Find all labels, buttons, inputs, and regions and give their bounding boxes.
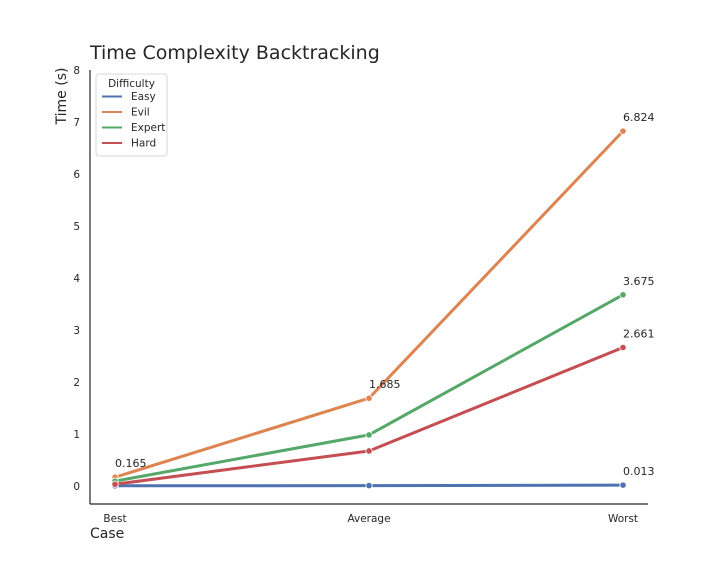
legend-title: Difficulty	[108, 78, 155, 90]
y-tick-label: 7	[73, 117, 80, 129]
data-point	[619, 343, 627, 352]
legend-item-expert: Expert	[102, 122, 165, 134]
annotation-layer: 0.165 1.685 6.824 3.675 2.661 0.013	[115, 111, 655, 478]
x-tick-label: Best	[103, 513, 126, 525]
data-label: 1.685	[369, 378, 401, 391]
legend-item-evil: Evil	[102, 107, 150, 119]
data-label: 2.661	[623, 328, 655, 341]
data-point	[365, 447, 373, 455]
legend-item-easy: Easy	[102, 91, 156, 103]
legend-item-hard: Hard	[102, 138, 156, 150]
data-point	[619, 291, 627, 299]
series-hard	[111, 343, 627, 488]
y-tick-label: 3	[73, 325, 80, 337]
legend-frame	[95, 73, 168, 157]
y-tick-label: 5	[73, 221, 80, 233]
data-point	[365, 431, 373, 439]
x-tick-labels: Best Average Worst	[103, 513, 638, 525]
data-label: 0.165	[115, 457, 147, 470]
legend-label: Evil	[131, 107, 150, 119]
chart-title: Time Complexity Backtracking	[89, 42, 380, 64]
legend: Difficulty Easy Evil Expert Hard	[95, 73, 168, 157]
series-evil	[111, 127, 627, 481]
y-tick-labels: 0 1 2 3 4 5 6 7 8	[73, 65, 80, 493]
data-point	[111, 480, 119, 488]
y-axis-label: Time (s)	[54, 68, 70, 126]
data-label: 3.675	[623, 275, 655, 288]
data-point	[365, 482, 373, 490]
series-line-hard	[113, 346, 625, 486]
y-tick-label: 4	[73, 273, 80, 285]
y-tick-label: 8	[73, 65, 80, 77]
legend-label: Easy	[131, 91, 156, 103]
series-line-evil	[113, 129, 625, 479]
legend-label: Expert	[131, 122, 165, 134]
y-tick-label: 0	[73, 481, 80, 493]
series-layer	[111, 127, 627, 490]
legend-items: Easy Evil Expert Hard	[102, 91, 165, 150]
data-point	[365, 394, 373, 402]
x-tick-label: Average	[347, 513, 390, 525]
x-axis-label: Case	[90, 526, 124, 542]
series-easy	[111, 481, 627, 490]
data-point	[619, 127, 627, 135]
data-label: 0.013	[623, 465, 655, 478]
x-tick-label: Worst	[608, 513, 638, 525]
legend-label: Hard	[131, 138, 156, 150]
y-tick-label: 2	[73, 377, 80, 389]
y-tick-label: 6	[73, 169, 80, 181]
y-tick-label: 1	[73, 429, 80, 441]
data-point	[619, 481, 627, 489]
data-label: 6.824	[623, 111, 655, 124]
